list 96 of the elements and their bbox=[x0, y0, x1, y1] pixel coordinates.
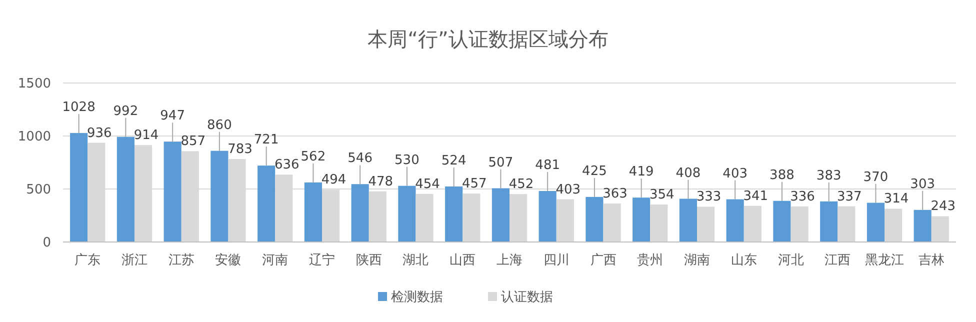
bar bbox=[556, 199, 574, 242]
data-label: 546 bbox=[348, 151, 372, 166]
data-label: 314 bbox=[884, 192, 909, 207]
data-label: 383 bbox=[816, 168, 842, 184]
x-tick-label: 江苏 bbox=[168, 253, 194, 268]
x-tick-label: 陕西 bbox=[356, 253, 382, 268]
data-label: 524 bbox=[441, 153, 466, 168]
bar bbox=[164, 142, 182, 242]
x-tick-label: 浙江 bbox=[121, 253, 148, 268]
bar bbox=[445, 186, 463, 242]
x-tick-label: 湖北 bbox=[402, 253, 429, 268]
bar bbox=[416, 194, 434, 242]
data-label: 636 bbox=[274, 158, 300, 173]
data-label: 530 bbox=[394, 152, 420, 168]
data-label: 243 bbox=[930, 199, 956, 214]
x-tick-label: 江西 bbox=[824, 253, 851, 268]
bar bbox=[538, 191, 556, 242]
bar bbox=[697, 206, 715, 242]
x-tick-label: 贵州 bbox=[637, 253, 664, 268]
data-label: 425 bbox=[582, 164, 607, 179]
x-tick-label: 河北 bbox=[778, 253, 804, 268]
bar bbox=[726, 199, 744, 242]
data-label: 936 bbox=[86, 126, 112, 141]
data-label: 478 bbox=[368, 174, 394, 190]
bar bbox=[368, 191, 386, 242]
data-label: 363 bbox=[602, 186, 628, 202]
bar bbox=[790, 206, 808, 242]
x-tick-label: 上海 bbox=[496, 253, 522, 268]
data-label: 947 bbox=[160, 108, 185, 124]
data-label: 388 bbox=[770, 168, 794, 183]
data-label: 562 bbox=[300, 149, 326, 164]
y-tick-label: 0 bbox=[42, 236, 51, 251]
bar bbox=[462, 194, 480, 242]
y-tick-label: 500 bbox=[26, 182, 51, 198]
data-label: 481 bbox=[535, 158, 560, 174]
data-label: 857 bbox=[180, 134, 206, 150]
bar bbox=[398, 186, 416, 242]
data-label: 354 bbox=[650, 187, 674, 202]
bar bbox=[773, 200, 791, 242]
data-label: 336 bbox=[790, 189, 815, 204]
data-label: 721 bbox=[254, 132, 279, 148]
bar bbox=[510, 194, 528, 242]
data-label: 408 bbox=[676, 166, 701, 181]
bar bbox=[116, 136, 134, 242]
data-label: 403 bbox=[556, 182, 581, 198]
legend-label: 检测数据 bbox=[391, 290, 443, 305]
data-label: 1028 bbox=[62, 100, 96, 116]
x-tick-label: 河南 bbox=[262, 253, 288, 268]
data-label: 370 bbox=[863, 170, 888, 185]
x-tick-label: 安徽 bbox=[215, 252, 242, 268]
data-label: 419 bbox=[628, 164, 654, 180]
x-tick-label: 山东 bbox=[730, 253, 757, 268]
data-label: 494 bbox=[321, 172, 346, 188]
y-tick-label: 1500 bbox=[18, 76, 51, 92]
y-tick-label: 1000 bbox=[18, 130, 51, 145]
x-tick-label: 四川 bbox=[543, 253, 570, 268]
bar bbox=[679, 198, 698, 242]
bar bbox=[866, 202, 885, 242]
bar bbox=[351, 184, 369, 242]
bar bbox=[650, 204, 668, 242]
bar bbox=[258, 166, 276, 242]
bar bbox=[632, 198, 650, 242]
data-label: 452 bbox=[508, 177, 534, 192]
bar bbox=[492, 188, 510, 242]
bar bbox=[586, 196, 604, 242]
data-label: 303 bbox=[910, 176, 936, 192]
data-label: 403 bbox=[722, 166, 748, 182]
data-label: 341 bbox=[743, 188, 768, 204]
bar bbox=[304, 182, 322, 242]
bar bbox=[210, 150, 228, 242]
chart-title: 本周“行”认证数据区域分布 bbox=[368, 27, 608, 51]
x-tick-label: 吉林 bbox=[918, 253, 944, 268]
bar bbox=[603, 204, 621, 242]
data-label: 914 bbox=[134, 128, 159, 144]
data-label: 507 bbox=[488, 155, 514, 170]
bar bbox=[70, 133, 88, 242]
bar bbox=[931, 216, 949, 242]
data-label: 783 bbox=[228, 142, 252, 157]
data-label: 337 bbox=[837, 189, 862, 204]
legend-label: 认证数据 bbox=[501, 290, 553, 305]
data-label: 457 bbox=[462, 176, 487, 192]
x-tick-label: 辽宁 bbox=[308, 252, 335, 268]
bar bbox=[744, 206, 762, 242]
bar bbox=[820, 201, 838, 242]
bar bbox=[884, 208, 902, 242]
x-tick-label: 湖南 bbox=[684, 253, 710, 268]
bar bbox=[914, 210, 932, 242]
data-label: 454 bbox=[415, 176, 440, 192]
x-tick-label: 广西 bbox=[590, 253, 616, 268]
x-tick-label: 黑龙江 bbox=[865, 253, 904, 268]
data-label: 992 bbox=[113, 104, 138, 119]
x-tick-label: 广东 bbox=[74, 253, 101, 268]
data-label: 860 bbox=[207, 118, 232, 133]
data-label: 333 bbox=[696, 190, 722, 205]
x-tick-label: 山西 bbox=[450, 253, 476, 268]
bar bbox=[838, 206, 856, 242]
